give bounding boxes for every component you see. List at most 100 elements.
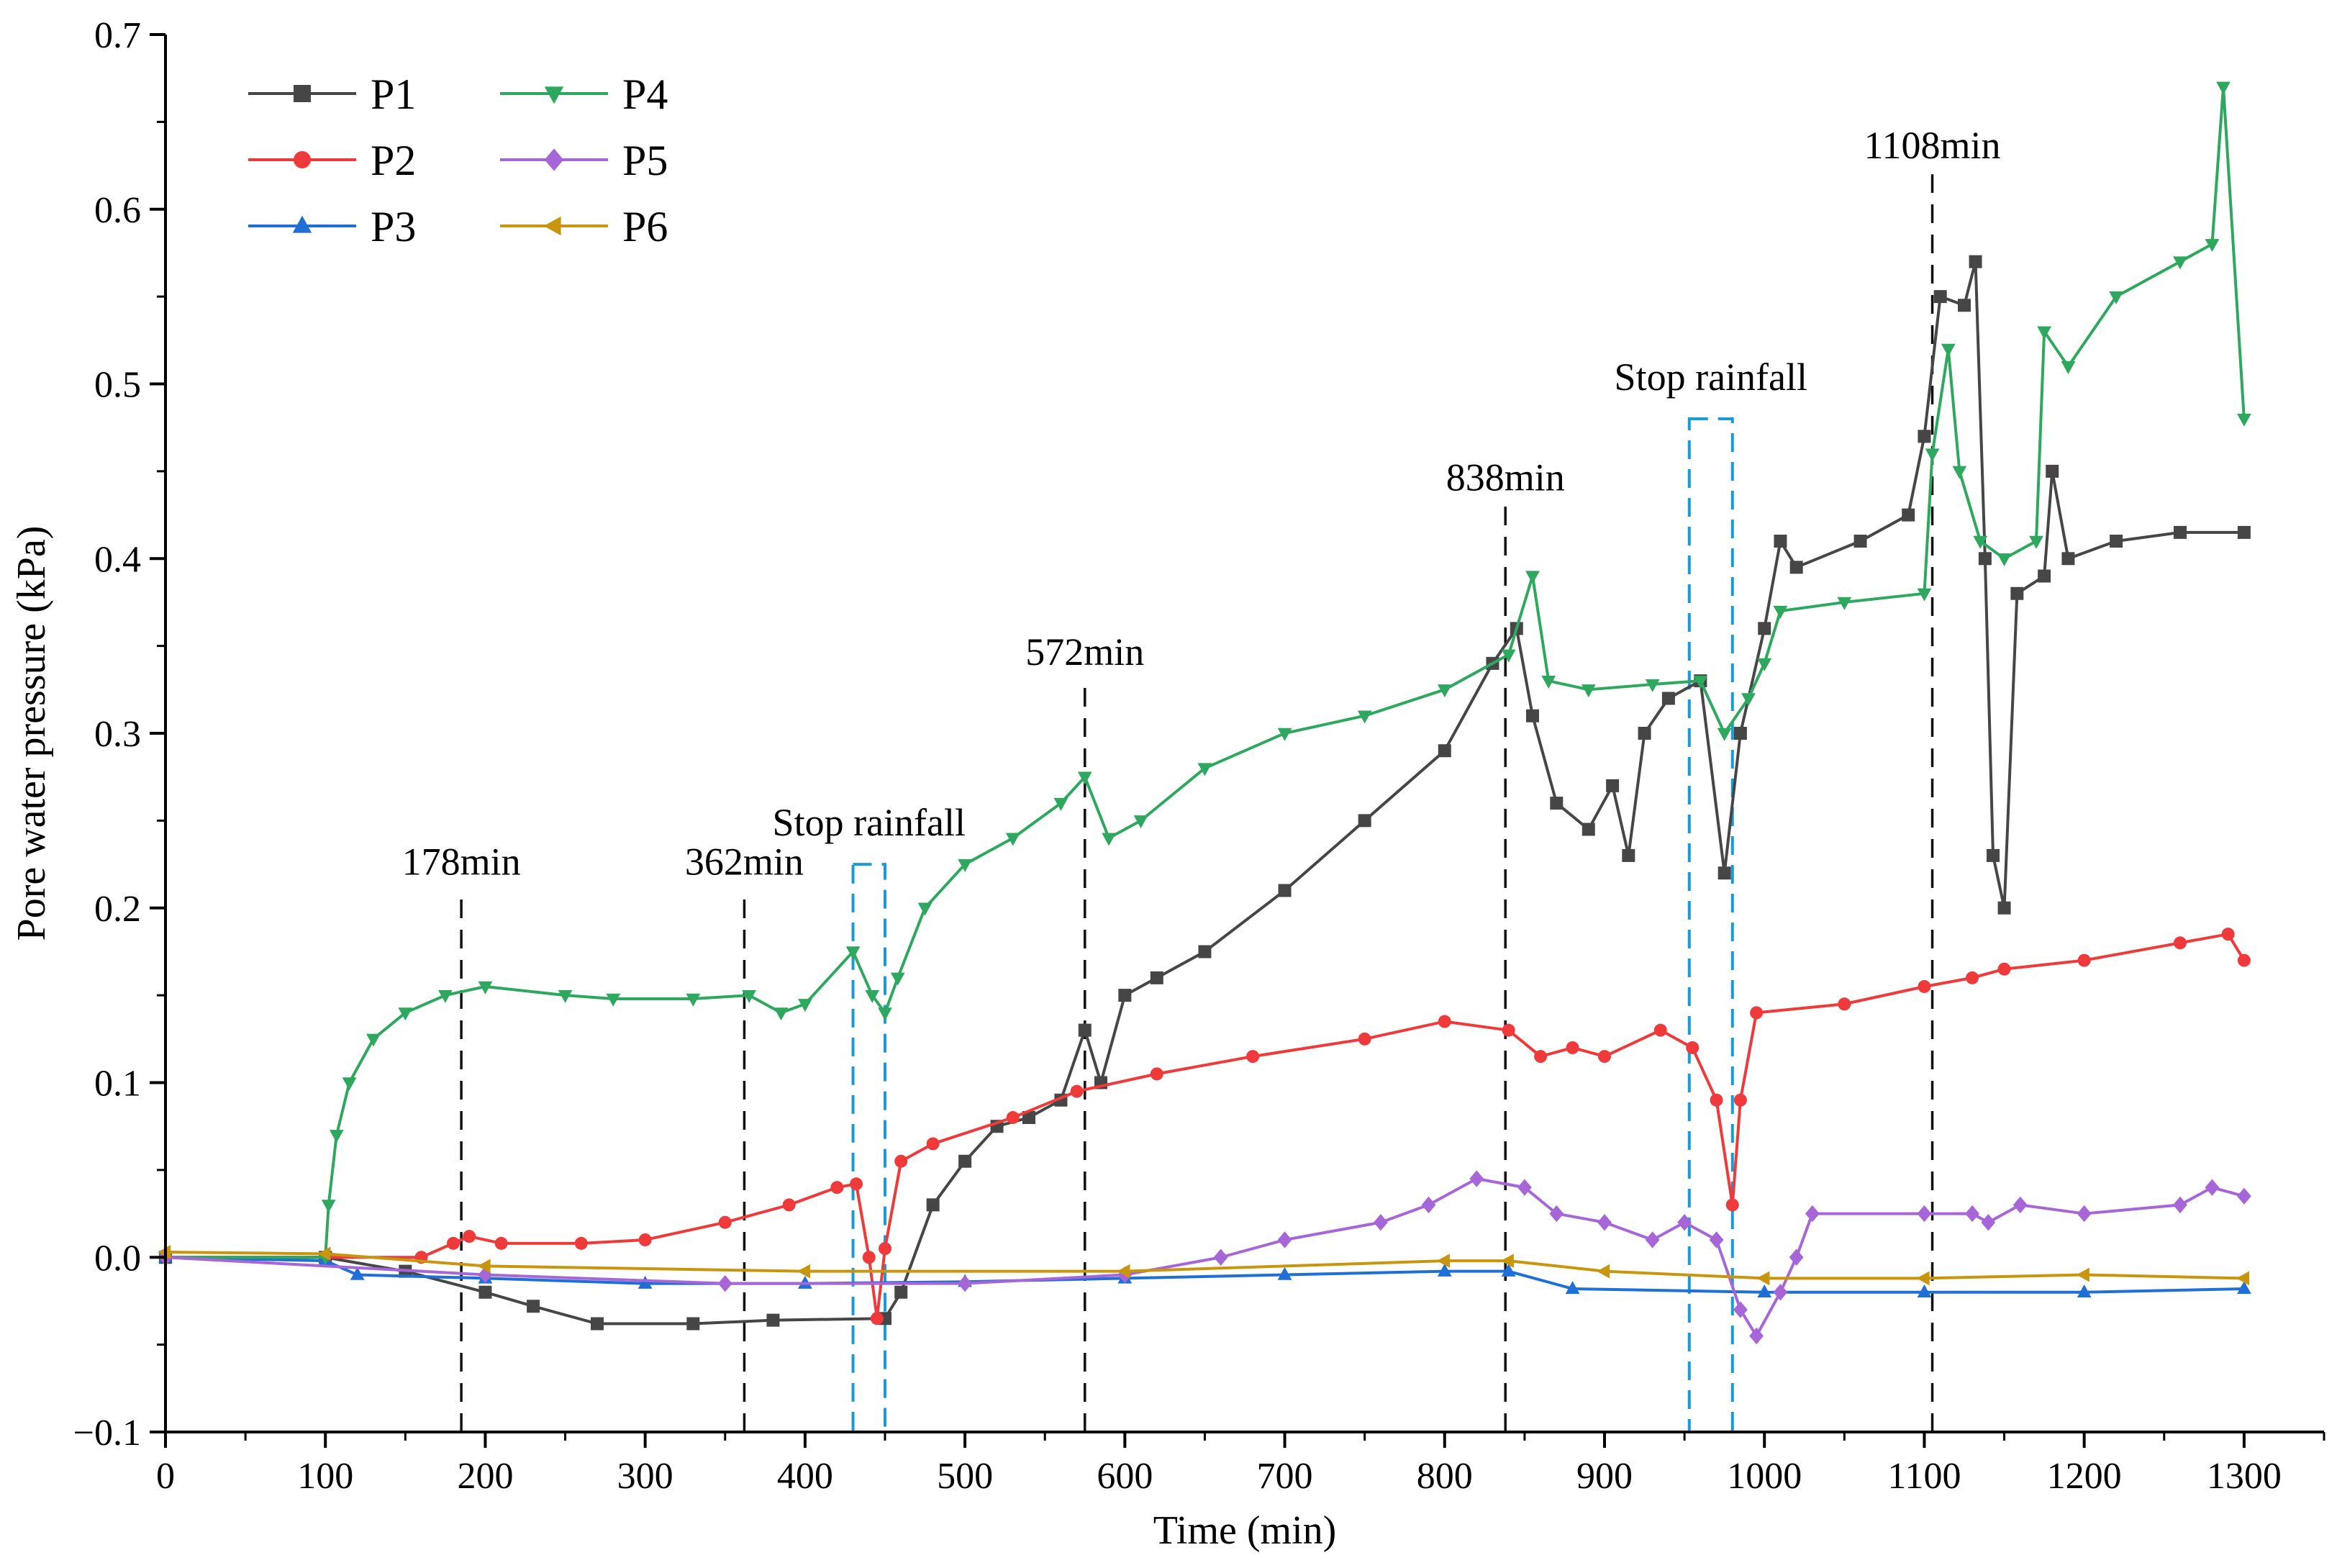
data-point: [865, 989, 880, 1003]
data-point: [2237, 525, 2251, 539]
data-point: [1118, 989, 1132, 1002]
data-point: [2061, 552, 2075, 566]
series-line-p6: [165, 1250, 2244, 1280]
data-point: [1526, 709, 1539, 722]
labels-layer: Time (min) Pore water pressure (kPa) 0 10…: [9, 15, 2282, 1553]
data-point: [2012, 1196, 2028, 1214]
data-point: [2046, 464, 2059, 478]
data-point: [1917, 1284, 1932, 1297]
data-point: [1534, 1050, 1548, 1064]
legend-marker: [544, 86, 564, 104]
data-point: [1733, 727, 1747, 740]
data-point: [2174, 525, 2187, 539]
data-point: [1952, 466, 1967, 479]
data-point: [1725, 1198, 1739, 1212]
data-point: [1150, 971, 1163, 984]
x-tick-label: 1100: [1887, 1456, 1961, 1497]
legend-item-p4: P4: [500, 71, 668, 118]
data-point: [830, 1181, 844, 1195]
data-point: [1918, 430, 1931, 443]
data-point: [1902, 508, 1915, 522]
data-point: [437, 989, 453, 1003]
data-point: [1005, 833, 1020, 846]
data-point: [797, 999, 812, 1012]
data-point: [494, 1236, 508, 1250]
data-point: [1117, 1264, 1130, 1279]
y-tick-label: 0.1: [94, 1064, 141, 1105]
data-point: [1501, 1263, 1516, 1277]
data-point: [2110, 534, 2123, 548]
data-point: [1022, 1111, 1035, 1125]
data-point: [1773, 605, 1788, 619]
data-point: [686, 993, 701, 1007]
legend-label: P4: [622, 71, 668, 118]
data-point: [894, 1285, 908, 1299]
data-point: [1469, 1170, 1484, 1187]
data-point: [2029, 535, 2043, 549]
data-point: [1981, 1214, 1996, 1231]
data-point: [2061, 361, 2076, 375]
data-point: [1606, 779, 1620, 792]
data-point: [1006, 1111, 1020, 1125]
ticks-layer: [150, 33, 2325, 1448]
data-point: [1789, 1248, 1804, 1266]
data-point: [1277, 728, 1292, 741]
data-point: [878, 1007, 892, 1021]
stop-rainfall-label: Stop rainfall: [773, 801, 966, 844]
data-point: [1969, 255, 1982, 268]
data-point: [1741, 693, 1756, 707]
data-point: [870, 1312, 884, 1325]
data-point: [797, 1264, 811, 1279]
y-tick-label: 0.6: [94, 190, 141, 231]
data-point: [1150, 1067, 1163, 1081]
data-point: [926, 1137, 940, 1151]
data-point: [1502, 1023, 1515, 1037]
data-point: [1805, 1205, 1820, 1223]
y-axis-title: Pore water pressure (kPa): [9, 526, 54, 941]
data-point: [845, 946, 861, 960]
data-point: [926, 1198, 940, 1212]
data-point: [2205, 1179, 2220, 1196]
data-point: [1581, 684, 1596, 698]
data-point: [1278, 884, 1292, 897]
data-point: [1838, 997, 1851, 1011]
data-point: [1622, 848, 1635, 862]
event-label: 572min: [1025, 630, 1144, 674]
data-point: [1750, 1006, 1764, 1020]
y-tick-label: 0.2: [94, 889, 141, 930]
data-point: [591, 1317, 604, 1331]
data-point: [718, 1215, 732, 1229]
data-point: [742, 989, 757, 1003]
annotation-layer: 178min 362min 572min 838min 1108min Stop rain…: [402, 124, 2001, 1433]
data-point: [2174, 936, 2187, 950]
data-point: [1421, 1196, 1436, 1214]
data-point: [2173, 1196, 2187, 1214]
data-point: [2205, 239, 2220, 253]
data-point: [1549, 1205, 1564, 1223]
data-point: [1638, 727, 1651, 740]
data-point: [1916, 1271, 1930, 1286]
data-point: [317, 1246, 331, 1261]
legend-label: P3: [371, 203, 416, 250]
y-tick-label: −0.1: [73, 1413, 141, 1454]
data-point: [1277, 1266, 1292, 1280]
data-point: [1789, 561, 1803, 574]
data-point: [366, 1033, 381, 1047]
data-point: [917, 902, 932, 916]
data-point: [1933, 290, 1947, 304]
data-point: [1645, 679, 1660, 692]
data-point: [1565, 1281, 1580, 1295]
legend-label: P1: [371, 71, 416, 118]
x-tick-label: 900: [1576, 1456, 1633, 1497]
series-p6: [158, 1245, 2250, 1286]
data-point: [1758, 622, 1771, 635]
x-tick-label: 1000: [1727, 1456, 1802, 1497]
data-point: [1757, 1284, 1772, 1297]
data-point: [2173, 256, 2187, 270]
data-point: [773, 1007, 789, 1021]
data-point: [1277, 1231, 1292, 1248]
data-point: [1102, 833, 1117, 846]
data-point: [958, 1154, 972, 1168]
data-point: [1373, 1214, 1388, 1231]
data-point: [1717, 866, 1731, 880]
